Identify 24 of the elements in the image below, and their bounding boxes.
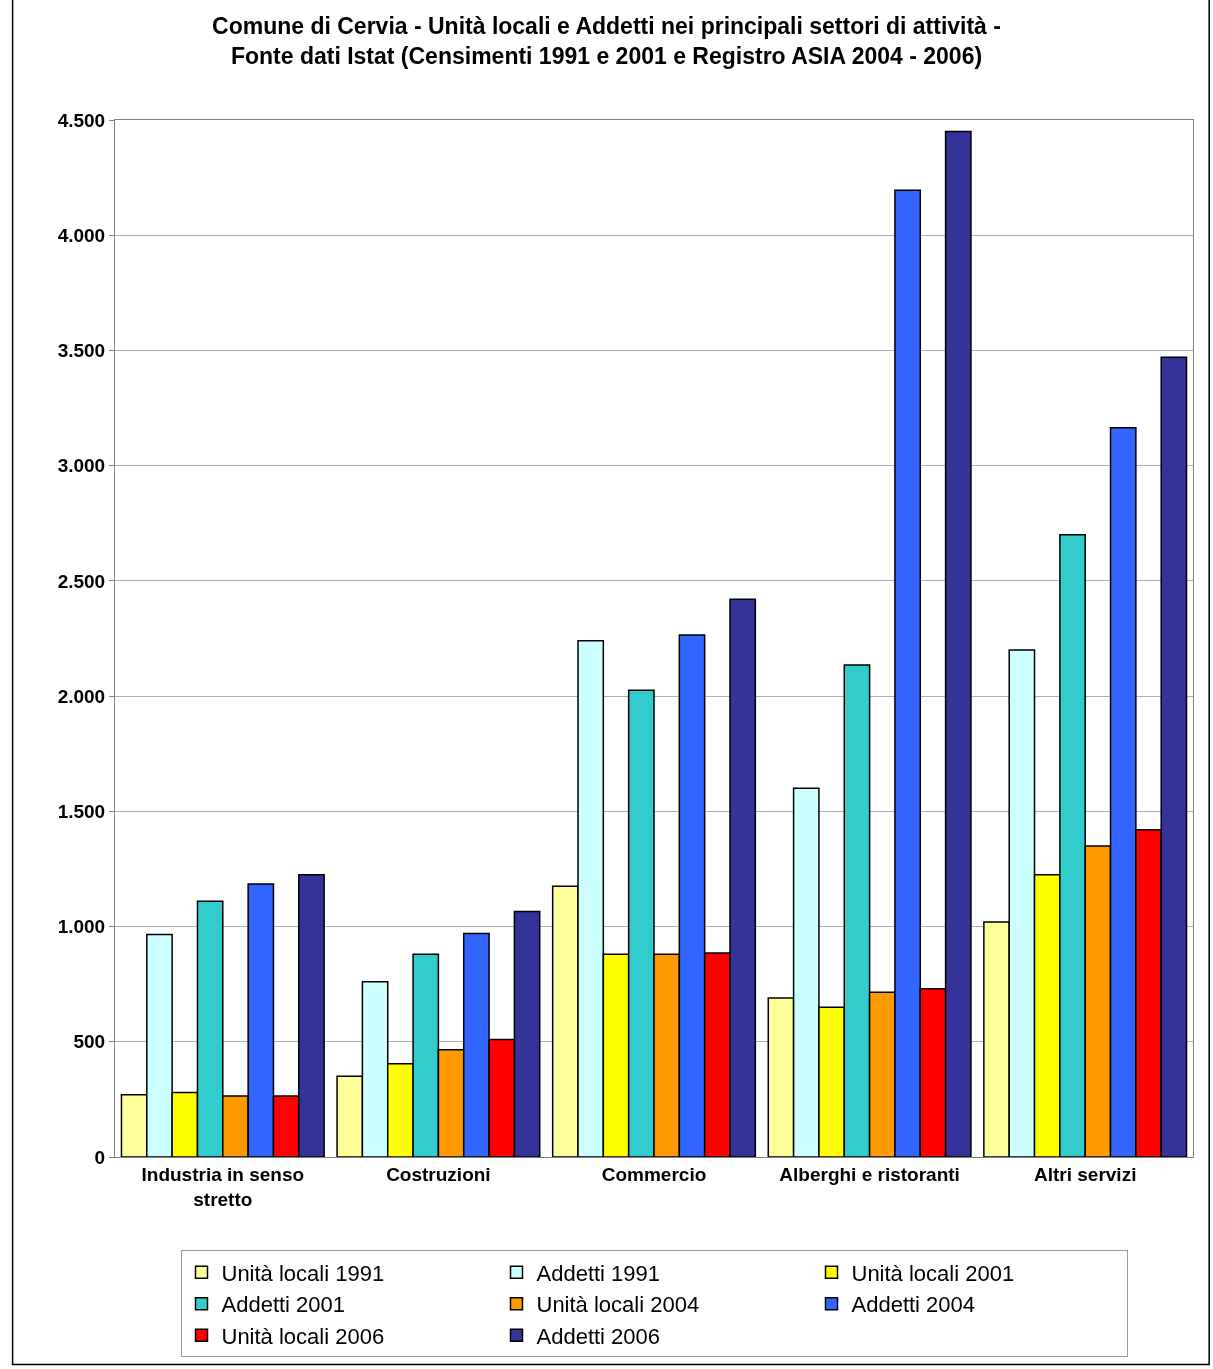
y-tick-label: 2.000	[57, 685, 106, 707]
x-tick-label: Commercio	[601, 1163, 707, 1185]
legend-label: Addetti 2001	[221, 1292, 346, 1318]
y-tick-label: 2.500	[57, 570, 106, 592]
legend-label: Unità locali 2004	[536, 1292, 700, 1318]
legend-label: Unità locali 1991	[221, 1260, 385, 1286]
x-tick-label: Costruzioni	[386, 1163, 491, 1185]
y-tick-label: 3.000	[57, 455, 106, 477]
x-tick-label: Altri servizi	[1033, 1163, 1137, 1185]
legend-label: Addetti 2004	[851, 1292, 976, 1318]
legend-label: Unità locali 2001	[851, 1260, 1015, 1286]
y-tick-label: 0	[94, 1146, 106, 1168]
y-tick-label: 3.500	[57, 340, 106, 362]
chart-title: Comune di Cervia - Unità locali e Addetti nei principali settori di attività - Fonte dati Istat (Censimenti 1991 e 2001 e Registro ASIA 2004 - 2006)	[212, 13, 1001, 70]
y-tick-label: 4.500	[57, 109, 106, 131]
y-tick-label: 1.500	[57, 800, 106, 822]
x-tick-label: Alberghi e ristoranti	[779, 1163, 960, 1185]
x-tick-label: Industria in senso stretto	[141, 1163, 305, 1210]
legend-label: Addetti 2006	[536, 1323, 661, 1349]
legend-label: Addetti 1991	[536, 1260, 661, 1286]
y-tick-label: 1.000	[57, 916, 106, 938]
legend-label: Unità locali 2006	[221, 1323, 385, 1349]
y-tick-label: 500	[73, 1031, 106, 1053]
y-tick-label: 4.000	[57, 224, 106, 246]
